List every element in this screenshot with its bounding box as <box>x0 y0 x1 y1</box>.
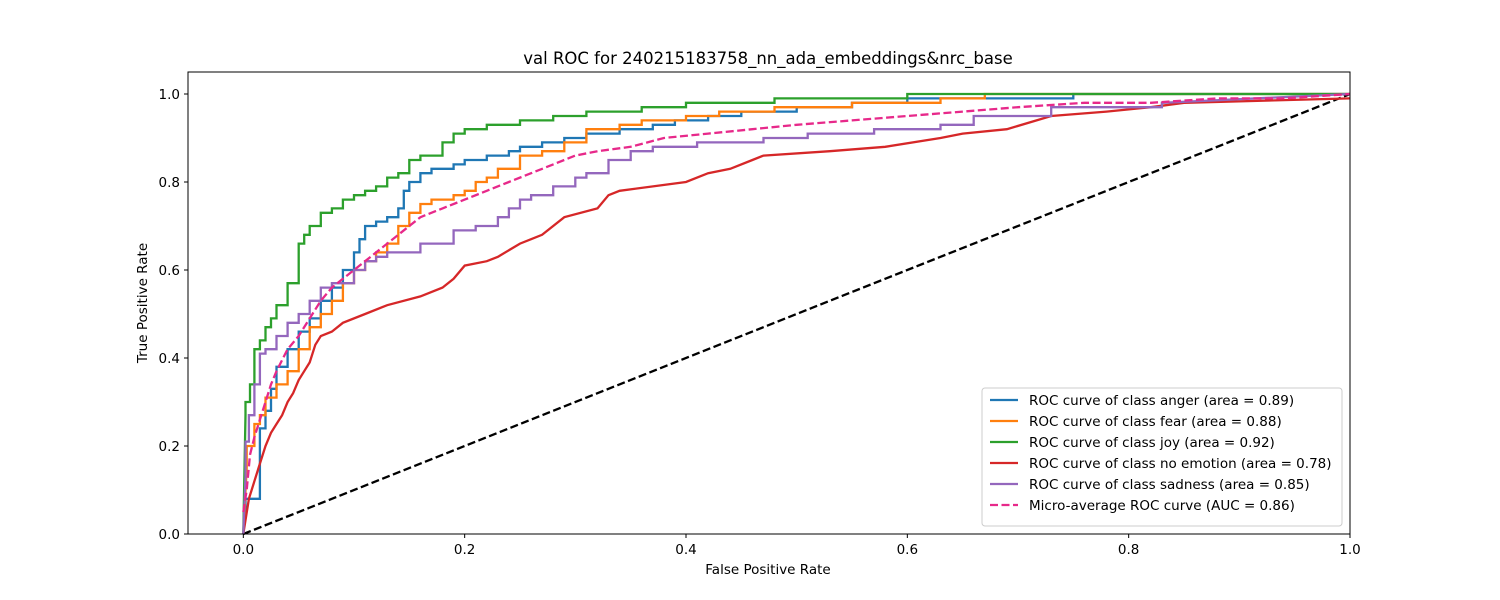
y-axis-label: True Positive Rate <box>135 243 151 364</box>
legend-entry-label: ROC curve of class fear (area = 0.88) <box>1029 414 1282 430</box>
x-tick-label: 0.8 <box>1118 542 1139 558</box>
legend-entry-label: Micro-average ROC curve (AUC = 0.86) <box>1029 498 1295 514</box>
series-line-4 <box>242 92 1351 535</box>
x-axis: 0.0 0.2 0.4 0.6 0.8 1.0 <box>233 534 1361 558</box>
series-line-5 <box>242 92 1351 513</box>
chart-title: val ROC for 240215183758_nn_ada_embeddin… <box>523 49 1013 69</box>
plot-frame <box>187 71 1351 535</box>
y-tick-label: 1.0 <box>159 87 180 103</box>
x-tick-label: 0.2 <box>454 542 475 558</box>
y-tick-label: 0.0 <box>159 527 180 543</box>
x-tick-label: 0.6 <box>897 542 918 558</box>
legend-box <box>981 387 1343 527</box>
x-tick-label: 0.0 <box>233 542 254 558</box>
legend-entry-label: ROC curve of class sadness (area = 0.85) <box>1029 477 1310 493</box>
legend-entry-label: ROC curve of class no emotion (area = 0.… <box>1029 456 1332 472</box>
y-axis: 0.0 0.2 0.4 0.6 0.8 1.0 <box>159 87 188 543</box>
x-axis-label: False Positive Rate <box>705 562 830 578</box>
y-tick-label: 0.8 <box>159 175 180 191</box>
chance-diagonal-line <box>242 92 1351 536</box>
curves-layer <box>242 92 1351 536</box>
series-line-1 <box>242 92 1350 535</box>
legend-entry-label: ROC curve of class joy (area = 0.92) <box>1029 435 1275 451</box>
series-line-2 <box>242 92 1350 535</box>
x-tick-label: 1.0 <box>1339 542 1360 558</box>
legend-entry-label: ROC curve of class anger (area = 0.89) <box>1029 393 1294 409</box>
y-tick-label: 0.4 <box>159 351 180 367</box>
y-tick-label: 0.6 <box>159 263 180 279</box>
y-tick-label: 0.2 <box>159 439 180 455</box>
series-line-3 <box>242 97 1351 535</box>
legend: ROC curve of class anger (area = 0.89) RO… <box>981 387 1343 527</box>
x-tick-label: 0.4 <box>675 542 696 558</box>
